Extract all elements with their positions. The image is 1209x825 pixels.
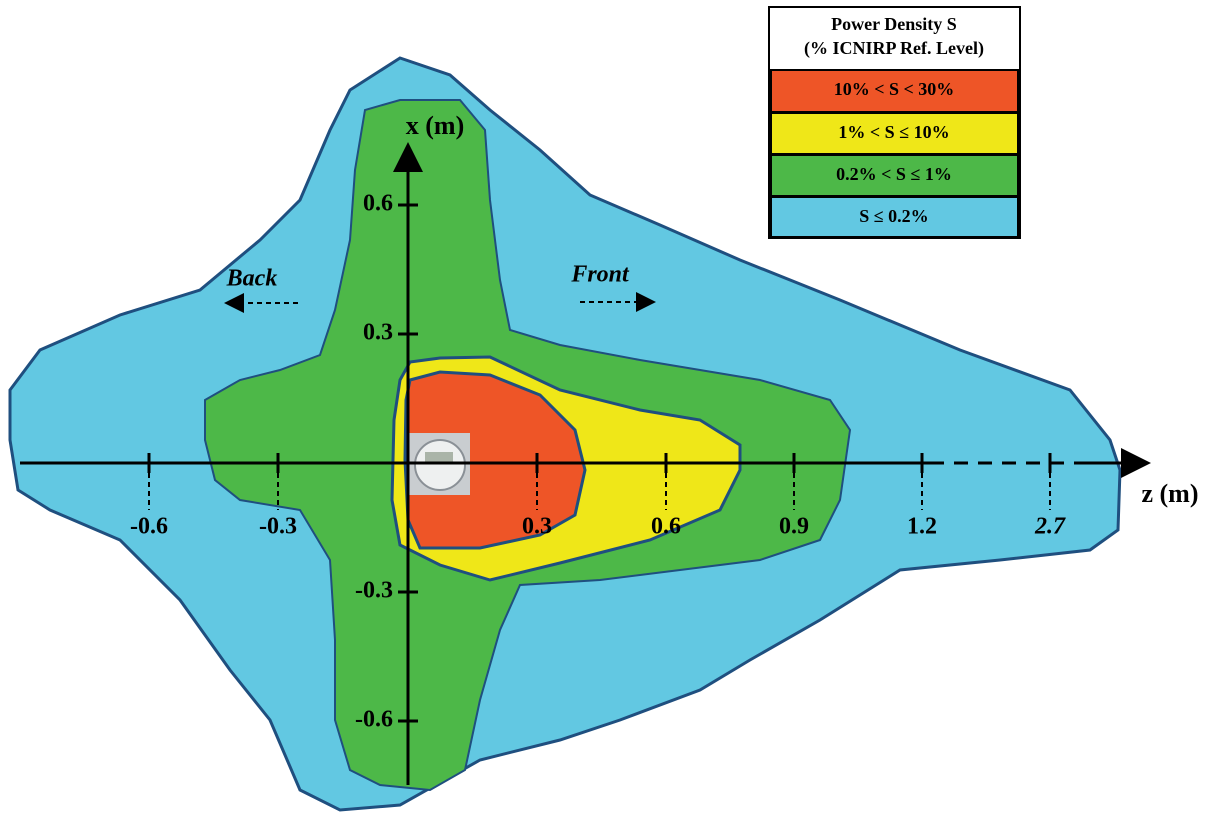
legend: Power Density S (% ICNIRP Ref. Level) 10… <box>768 6 1021 239</box>
z-tick-label: -0.6 <box>130 514 168 540</box>
z-tick-label: -0.3 <box>259 514 297 540</box>
front-label: Front <box>570 262 630 288</box>
back-label: Back <box>226 266 278 292</box>
z-tick-label: 1.2 <box>907 514 937 540</box>
x-tick-label: -0.6 <box>355 707 393 733</box>
legend-entry: 1% < S ≤ 10% <box>838 122 949 142</box>
legend-entry: 10% < S < 30% <box>834 79 955 99</box>
x-tick-label: 0.3 <box>363 320 393 346</box>
x-tick-label: -0.3 <box>355 578 393 604</box>
legend-entry: S ≤ 0.2% <box>859 206 928 226</box>
legend-title: (% ICNIRP Ref. Level) <box>804 38 984 59</box>
legend-entry: 0.2% < S ≤ 1% <box>836 164 952 184</box>
legend-title: Power Density S <box>831 14 957 34</box>
z-axis-label: z (m) <box>1141 479 1198 508</box>
z-tick-label: 0.9 <box>779 514 809 540</box>
z-tick-label: 0.6 <box>651 514 681 540</box>
zone-red <box>403 370 587 550</box>
x-axis-label: x (m) <box>406 111 464 140</box>
z-tick-label: 2.7 <box>1034 514 1066 540</box>
x-tick-label: 0.6 <box>363 191 393 217</box>
z-tick-label: 0.3 <box>522 514 552 540</box>
